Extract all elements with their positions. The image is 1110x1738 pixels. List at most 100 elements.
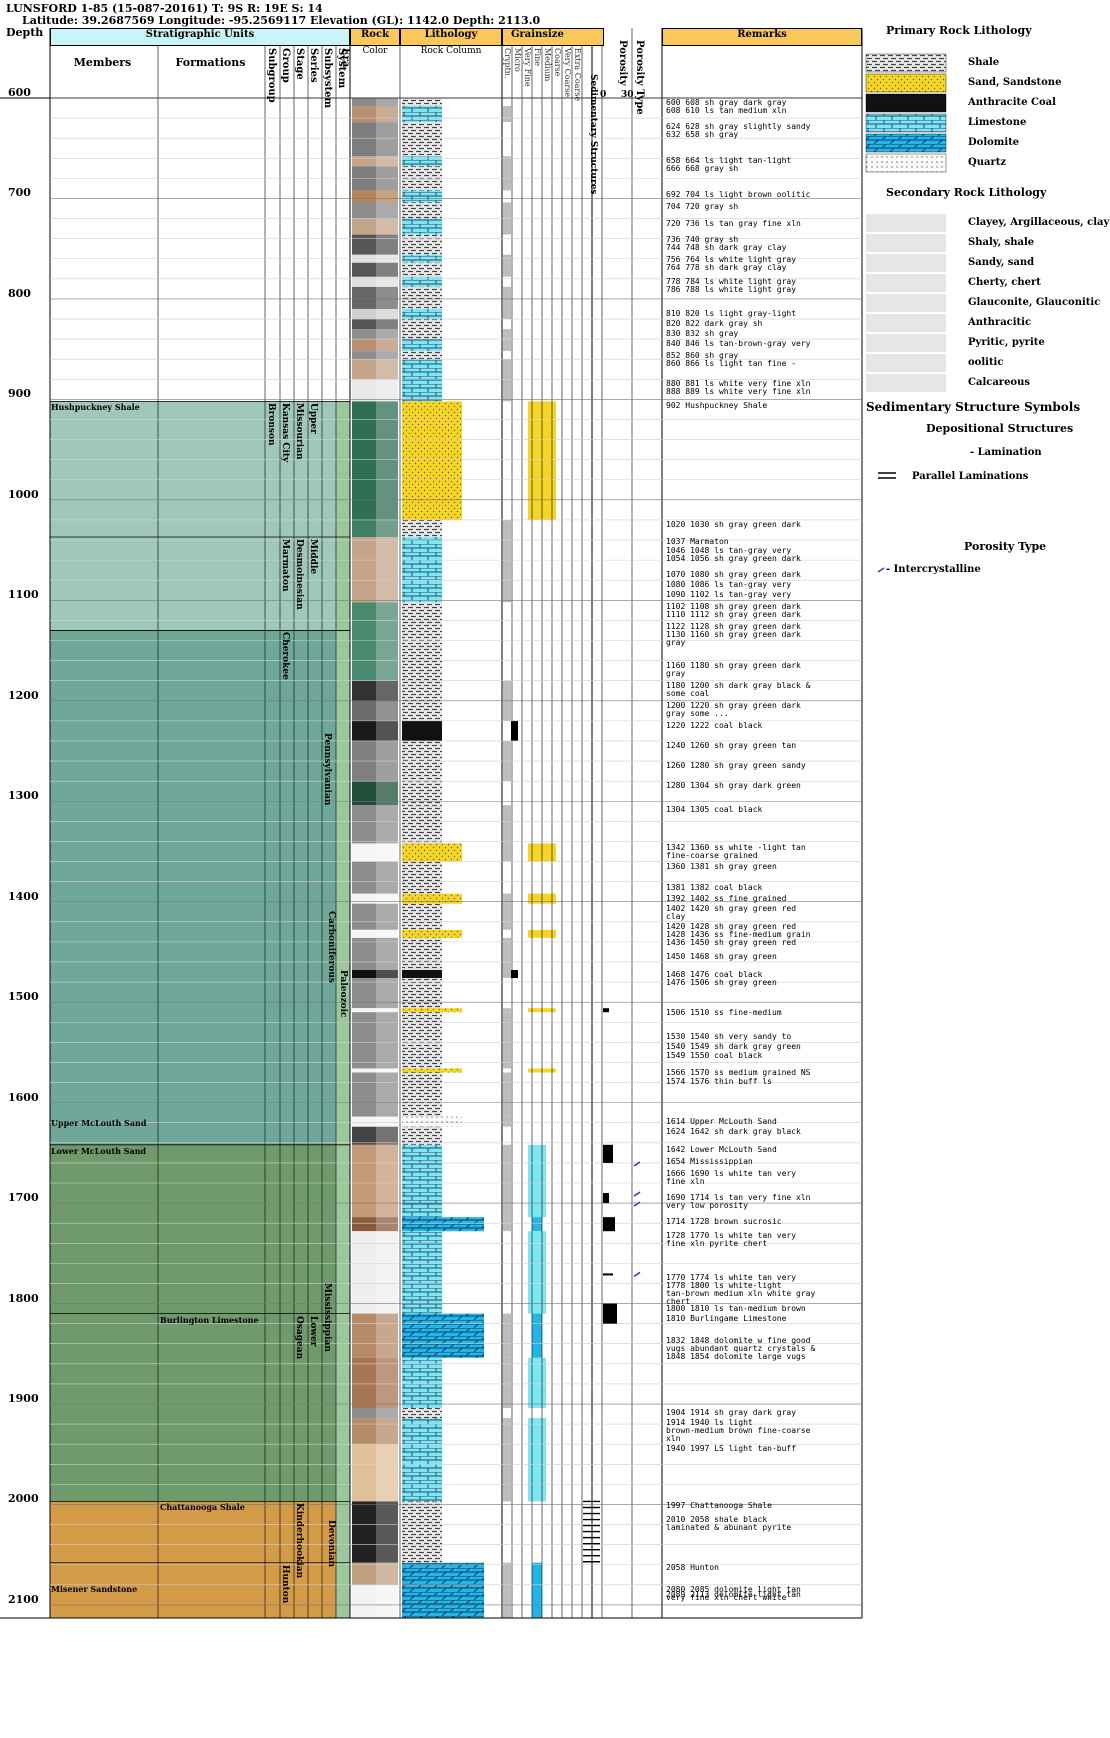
grid-lines [0,28,863,1619]
rock-color-band [352,970,376,979]
grainsize-base [503,202,511,219]
well-location: Latitude: 39.2687569 Longitude: -95.2569… [22,14,541,27]
remark-entry: 1914 1940 ls light brown-medium brown fi… [666,1418,811,1444]
rock-color-band [352,379,376,402]
group-label: Cherokee [280,632,290,681]
rock-color-band-alt [376,1072,398,1117]
lithology-band-dolomite [402,1584,484,1618]
grainsize-base [503,401,511,520]
grainsize-base [503,700,511,721]
rock-color-band [352,1116,376,1127]
remark-entry: 1690 1714 ls tan very fine xln very low … [666,1193,811,1211]
remark-entry: 852 860 sh gray [666,351,739,361]
rock-color-band-alt [376,379,398,402]
lithology-band-limestone [402,218,442,235]
remark-entry: 666 668 gray sh [666,164,739,174]
rock-color-band [352,234,376,255]
well-title: LUNSFORD 1-85 (15-087-20161) T: 9S R: 19… [6,2,323,15]
strat-zone-devonian [50,1501,350,1618]
rock-color-band-alt [376,308,398,320]
rock-color-band-alt [376,1231,398,1314]
lithology-band-limestone [402,190,442,203]
depth-tick-label: 1600 [8,1090,39,1104]
remark-entry: 692 704 ls light brown oolitic [666,190,811,200]
rock-color-band-alt [376,1562,398,1585]
remark-entry: 1080 1086 ls tan-gray very [666,580,792,590]
grainsize-bar [510,720,518,741]
system-label: Mississippian [322,1283,332,1353]
legend-swatch-primary [865,53,947,73]
rock-color-band [352,98,376,107]
grainsize-bar [528,1418,546,1445]
legend-parallel: Parallel Laminations [912,471,1029,482]
rock-color-band-alt [376,537,398,603]
porosity-header: Porosity [617,40,628,86]
grainsize-bar [532,1584,542,1618]
depth-tick-label: 1500 [8,990,39,1004]
grainsize-base [503,339,511,352]
grainsize-base [503,937,511,971]
remark-entry: 1997 Chattanooga Shale [666,1501,772,1511]
grainsize-base [503,781,511,806]
rock-color-band-alt [376,781,398,806]
lithology-header: Lithology [400,28,502,46]
intercrystalline-icon [633,1271,641,1278]
grainsize-base [503,903,511,930]
rock-color-band [352,359,376,380]
rock-color-band [352,286,376,309]
rock-color-band-alt [376,1126,398,1145]
lithology-band-shale [402,805,442,844]
grainsize-base [503,286,511,309]
rock-color-band [352,108,376,123]
remark-entry: 658 664 ls light tan-light [666,156,792,166]
grainsize-base [503,1501,511,1563]
rock-color-band-alt [376,319,398,330]
remark-entry: 1574 1576 thin buff ls [666,1076,772,1086]
grainsize-base [503,262,511,277]
remark-entry: 860 866 ls light tan fine - [666,359,797,369]
rock-color-band-alt [376,761,398,782]
remark-entry: 1420 1428 sh gray green red [666,921,797,931]
rock-color-band-alt [376,1144,398,1218]
grainsize-base [503,1012,511,1069]
legend-sed-title: Sedimentary Structure Symbols [866,400,1081,414]
legend-swatch-secondary [866,234,946,252]
remark-entry: 744 748 sh dark gray clay [666,242,787,252]
rock-color-band-alt [376,843,398,862]
remark-entry: 1666 1690 ls white tan very fine xln [666,1168,797,1186]
grainsize-header-label: Extra Coarse [573,48,582,102]
legend-secondary-label: Glauconite, Glauconitic [968,297,1101,308]
legend-swatch-primary [865,73,947,93]
lithology-band-sand [402,843,462,862]
rock-color-band [352,1217,376,1232]
lithology-band-shale [402,781,442,806]
lithology-band-shale [402,861,442,894]
lithology-band-shale [402,329,442,340]
remark-entry: 1122 1128 sh gray green dark [666,622,801,632]
porosity-scale-min: 0 [600,90,607,100]
grainsize-base [503,234,511,255]
strat-units-header: Stratigraphic Units [50,28,350,46]
lithology-band-dolomite [402,1313,484,1358]
remark-entry: 1280 1304 sh gray dark green [666,781,801,791]
grainsize-bar [532,1562,542,1585]
depth-tick-label: 1800 [8,1291,39,1305]
grainsize-base [503,329,511,340]
rock-color-band-alt [376,740,398,762]
rock-color-band-alt [376,1116,398,1127]
rock-color-band [352,1313,376,1358]
member-label: Lower McLouth Sand [51,1145,147,1156]
rock-color-band-alt [376,1217,398,1232]
legend-swatch-secondary [866,214,946,232]
group-label: Missourian [294,403,304,460]
lithology-band-shale [402,903,442,930]
system-label: Devonian [326,1519,336,1567]
rock-color-band-alt [376,1501,398,1563]
lithology-band-limestone [402,308,442,320]
rock-color-band [352,1444,376,1502]
group-label: Desmoinesian [294,539,304,610]
legend-swatch-primary [865,153,947,173]
remark-entry: 2080 2085 dolomite light tan very fine x… [666,1584,801,1602]
rock-color-band [352,781,376,806]
